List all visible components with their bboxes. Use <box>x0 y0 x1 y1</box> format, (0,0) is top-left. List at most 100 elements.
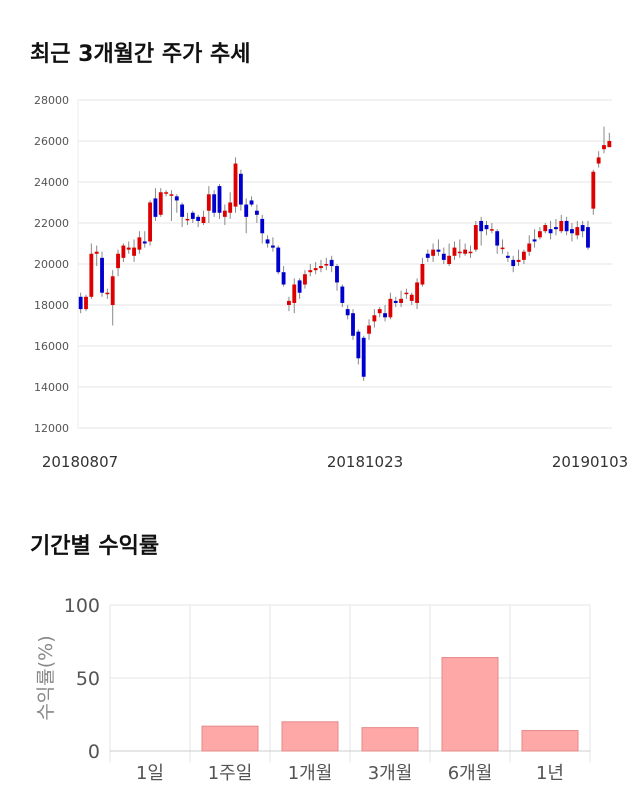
candle <box>297 278 302 299</box>
candle <box>575 220 580 240</box>
candle-body <box>367 325 371 334</box>
candle-body <box>532 239 537 242</box>
candle <box>233 157 238 213</box>
candle-body <box>495 231 500 246</box>
candle <box>89 243 94 299</box>
candle <box>335 264 339 291</box>
candle-body <box>335 266 339 283</box>
candle <box>452 241 457 260</box>
candle-body <box>297 280 302 293</box>
candle <box>148 200 153 246</box>
candle <box>489 223 494 234</box>
candle-body <box>356 331 361 359</box>
candle <box>527 235 532 256</box>
candle-body <box>292 284 297 303</box>
candle-body <box>500 247 505 250</box>
candle-y-tick-label: 24000 <box>34 176 69 189</box>
candle-body <box>489 229 494 231</box>
candle-body <box>228 202 233 213</box>
candle-body <box>420 264 425 285</box>
candle <box>132 239 136 262</box>
candle <box>196 214 201 228</box>
bar-y-tick-label: 50 <box>76 668 100 690</box>
candle <box>602 126 606 154</box>
candle <box>425 249 430 262</box>
candle-body <box>399 298 403 303</box>
candle <box>206 186 211 223</box>
bar-1주일 <box>201 725 259 752</box>
candle-body <box>441 253 446 260</box>
candle <box>287 296 291 312</box>
candle-y-tick-label: 20000 <box>34 258 69 271</box>
candle-body <box>319 266 323 269</box>
candle <box>570 223 574 242</box>
candle <box>217 184 222 219</box>
candle-y-tick-label: 26000 <box>34 135 69 148</box>
candle-body <box>185 218 190 221</box>
candle-body <box>575 227 580 236</box>
candle-body <box>425 253 430 258</box>
candle <box>100 251 104 297</box>
candle <box>324 257 329 271</box>
candle-body <box>94 251 99 254</box>
candle <box>532 229 537 248</box>
candle <box>564 216 569 236</box>
candle <box>473 220 478 252</box>
candle <box>238 169 243 211</box>
candle <box>415 278 420 310</box>
candle <box>345 305 350 320</box>
candle <box>142 231 147 248</box>
bar-x-tick-label: 1주일 <box>208 763 253 784</box>
candle-body <box>100 257 104 293</box>
candle <box>511 255 516 273</box>
candle-body <box>324 264 329 266</box>
candle-body <box>511 259 516 267</box>
candle-body <box>591 171 596 209</box>
candle-body <box>249 200 254 205</box>
candle <box>586 220 590 250</box>
candle-x-tick-label: 20181023 <box>327 453 403 471</box>
candle <box>190 210 195 223</box>
candle-series <box>78 126 612 381</box>
candle-body <box>383 313 387 318</box>
candle <box>276 245 281 275</box>
candle <box>164 190 169 197</box>
candle-body <box>212 194 217 213</box>
candle-x-tick-label: 20180807 <box>42 453 118 471</box>
candle <box>431 243 436 262</box>
candle <box>393 296 398 308</box>
candle-body <box>586 227 590 248</box>
candle-body <box>463 249 468 254</box>
candle-y-tick-label: 14000 <box>34 381 69 394</box>
candle-body <box>602 145 606 150</box>
candle-body <box>521 251 526 260</box>
candle-body <box>537 231 542 238</box>
candle <box>137 231 142 254</box>
candle-body <box>484 225 489 230</box>
candle <box>537 227 542 240</box>
candle-y-tick-label: 28000 <box>34 94 69 107</box>
candle-body <box>607 141 612 148</box>
candle-body <box>116 253 120 269</box>
candle <box>254 204 259 223</box>
candle-body <box>345 309 350 316</box>
candle <box>121 243 126 262</box>
candle-body <box>388 298 393 318</box>
candle <box>516 249 521 267</box>
candle <box>436 239 441 256</box>
candle-body <box>415 282 420 303</box>
candle <box>356 329 361 365</box>
bar-x-tick-label: 1일 <box>136 763 164 784</box>
candle-body <box>217 186 222 213</box>
candle <box>292 278 297 314</box>
candle-body <box>158 192 163 215</box>
bar-y-tick-label: 0 <box>88 741 100 763</box>
candle <box>174 194 179 213</box>
stock-candlestick-chart: 28000 26000 24000 22000 20000 18000 16000 14000… <box>34 94 628 471</box>
bar-x-tick-label: 3개월 <box>368 763 413 784</box>
candle <box>554 218 558 236</box>
candle <box>596 151 601 168</box>
bar-x-tick-label: 6개월 <box>448 763 493 784</box>
candle-body <box>457 251 462 254</box>
